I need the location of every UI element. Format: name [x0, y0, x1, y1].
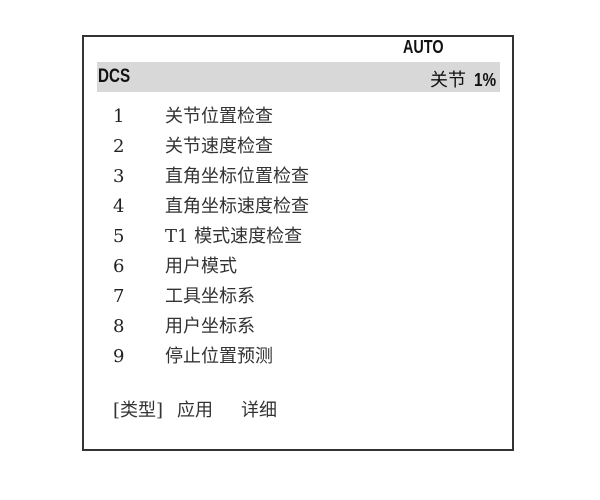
screen-title: DCS [98, 66, 131, 87]
menu-item-number: 2 [113, 136, 125, 157]
menu-item-cartesian-position-check[interactable]: 3 直角坐标位置检查 [113, 162, 309, 192]
menu-item-joint-speed-check[interactable]: 2 关节速度检查 [113, 132, 309, 162]
menu-item-tool-frame[interactable]: 7 工具坐标系 [113, 282, 309, 312]
menu-item-label: 用户模式 [165, 256, 237, 277]
menu-item-cartesian-speed-check[interactable]: 4 直角坐标速度检查 [113, 192, 309, 222]
menu-item-number: 7 [113, 286, 125, 307]
title-bar: DCS 关节 1% [97, 62, 500, 92]
menu-item-label: 直角坐标速度检查 [165, 196, 309, 217]
menu-item-user-mode[interactable]: 6 用户模式 [113, 252, 309, 282]
status-value: 1% [473, 70, 497, 90]
menu-item-t1-mode-speed-check[interactable]: 5 T1 模式速度检查 [113, 222, 309, 252]
detail-softkey[interactable]: 详细 [241, 400, 278, 421]
type-softkey[interactable]: [类型] [113, 400, 164, 421]
menu-item-number: 9 [113, 346, 125, 367]
menu-item-number: 1 [113, 106, 125, 127]
menu-item-label: 关节速度检查 [165, 136, 273, 157]
menu-item-number: 5 [113, 226, 125, 247]
menu-item-label: 工具坐标系 [165, 286, 255, 307]
menu-item-user-frame[interactable]: 8 用户坐标系 [113, 312, 309, 342]
dcs-screen-panel [82, 35, 514, 451]
menu-item-label: 直角坐标位置检查 [165, 166, 309, 187]
menu-item-joint-position-check[interactable]: 1 关节位置检查 [113, 102, 309, 132]
menu-item-number: 3 [113, 166, 125, 187]
softkey-bar: [类型] 应用 详细 [113, 396, 277, 422]
menu-item-label: 停止位置预测 [165, 346, 273, 367]
apply-softkey[interactable]: 应用 [177, 400, 214, 421]
menu-item-number: 6 [113, 256, 125, 277]
menu-item-stop-position-prediction[interactable]: 9 停止位置预测 [113, 342, 309, 372]
dcs-menu: 1 关节位置检查 2 关节速度检查 3 直角坐标位置检查 4 直角坐标速度检查 5 T1 … [113, 102, 309, 372]
status-display: 关节 1% [430, 66, 498, 92]
status-label: 关节 [429, 70, 466, 90]
menu-item-label: T1 模式速度检查 [165, 226, 303, 247]
menu-item-label: 用户坐标系 [165, 316, 255, 337]
mode-indicator: AUTO [403, 37, 444, 57]
menu-item-number: 8 [113, 316, 125, 337]
menu-item-label: 关节位置检查 [165, 106, 273, 127]
menu-item-number: 4 [113, 196, 125, 217]
